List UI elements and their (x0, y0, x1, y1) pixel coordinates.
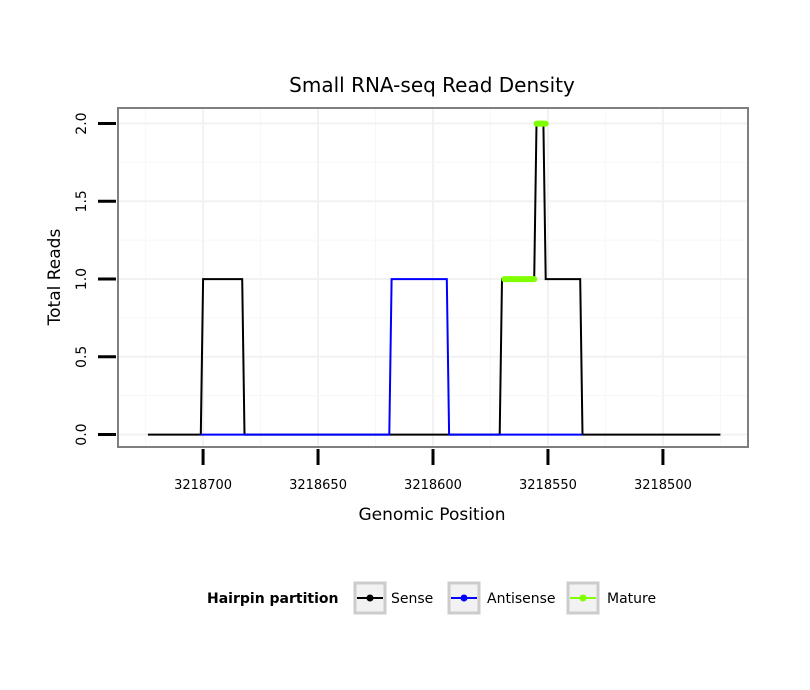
series-antisense-line (200, 278, 583, 436)
legend-point-sense (366, 594, 374, 602)
y-tick-label: 1.5 (74, 190, 90, 212)
legend-item-sense: Sense (353, 581, 433, 615)
legend-title: Hairpin partition (207, 591, 338, 607)
x-tick-label: 3218650 (289, 478, 347, 493)
plot-border (117, 107, 749, 448)
x-tick-label: 3218600 (404, 478, 462, 493)
legend-label-mature: Mature (607, 591, 656, 607)
legend-label-antisense: Antisense (487, 591, 556, 607)
x-tick-label: 3218550 (519, 478, 577, 493)
y-tick-label: 0.5 (74, 346, 90, 368)
y-tick-label: 0.0 (74, 423, 90, 445)
grid (118, 108, 748, 447)
y-tick-label: 1.0 (74, 268, 90, 290)
legend: Hairpin partition Sense Antisense Mature (207, 581, 656, 615)
series-sense-line (147, 122, 721, 436)
legend-point-antisense (460, 594, 468, 602)
y-axis: 0.0 0.5 1.0 1.5 2.0 (74, 112, 116, 446)
series-layer (147, 120, 721, 436)
x-tick-label: 3218500 (634, 478, 692, 493)
legend-label-sense: Sense (391, 591, 433, 607)
x-tick-label: 3218700 (174, 478, 232, 493)
legend-item-mature: Mature (566, 581, 656, 615)
chart-title: Small RNA-seq Read Density (289, 73, 575, 97)
legend-point-mature (579, 594, 587, 602)
x-axis: 3218700 3218650 3218600 3218550 3218500 (174, 449, 692, 493)
legend-item-antisense: Antisense (447, 581, 556, 615)
x-axis-label: Genomic Position (358, 505, 505, 525)
y-axis-label: Total Reads (45, 229, 65, 327)
y-tick-label: 2.0 (74, 112, 90, 134)
